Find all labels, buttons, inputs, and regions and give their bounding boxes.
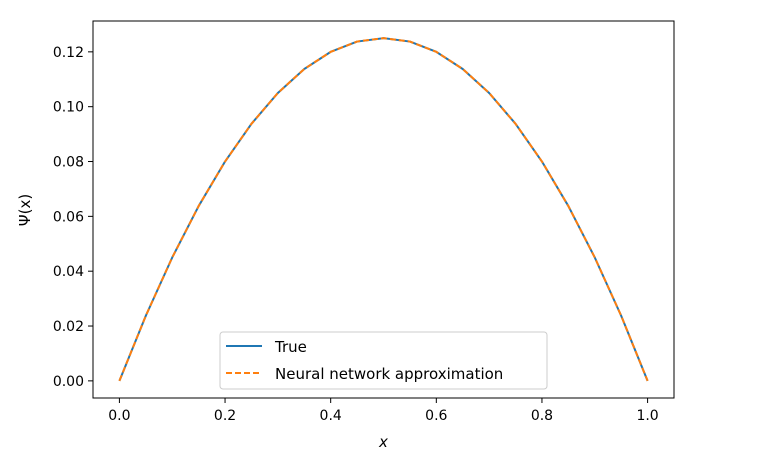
y-tick-label: 0.08 <box>53 155 84 171</box>
legend: True Neural network approximation <box>219 331 548 390</box>
x-axis-label: x <box>378 433 388 451</box>
x-tick-label: 0.4 <box>320 408 342 424</box>
y-tick-label: 0.00 <box>53 374 84 390</box>
legend-label-nn: Neural network approximation <box>275 365 503 383</box>
y-tick-label: 0.06 <box>53 209 84 225</box>
series-layer <box>118 37 649 382</box>
x-tick-label: 0.0 <box>108 408 130 424</box>
x-tick-label: 1.0 <box>636 408 658 424</box>
x-tick-label: 0.6 <box>425 408 447 424</box>
plot-frame <box>92 20 675 399</box>
legend-box <box>219 331 548 390</box>
y-axis: 0.00 0.02 0.04 0.06 0.08 0.10 0.12 <box>53 45 93 390</box>
y-tick-label: 0.10 <box>53 100 84 116</box>
y-tick-label: 0.04 <box>53 264 84 280</box>
series-line-1 <box>118 37 649 382</box>
y-tick-label: 0.02 <box>53 319 84 335</box>
y-tick-label: 0.12 <box>53 45 84 61</box>
x-tick-label: 0.2 <box>214 408 236 424</box>
x-tick-label: 0.8 <box>531 408 553 424</box>
legend-label-true: True <box>274 338 307 356</box>
x-axis: 0.0 0.2 0.4 0.6 0.8 1.0 <box>108 398 659 424</box>
y-axis-label: Ψ(x) <box>16 194 34 226</box>
